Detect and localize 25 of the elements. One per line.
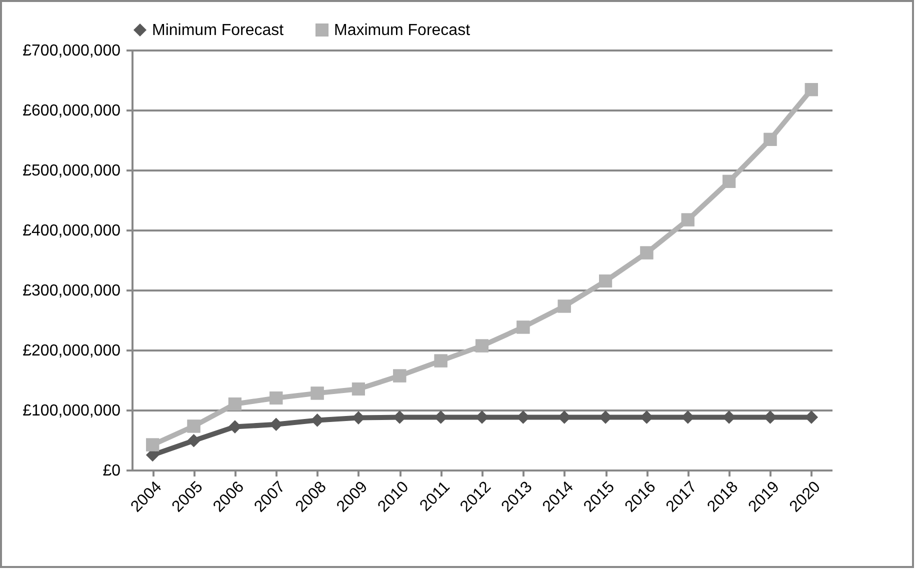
point — [310, 386, 324, 400]
point — [228, 420, 242, 434]
y-tick-label: £600,000,000 — [22, 102, 121, 120]
legend-label: Maximum Forecast — [334, 22, 471, 39]
y-tick-label: £0 — [102, 462, 121, 480]
point — [804, 83, 818, 96]
point — [681, 213, 694, 226]
y-tick-label: £400,000,000 — [22, 222, 121, 240]
y-tick-label: £500,000,000 — [22, 162, 121, 180]
point — [146, 438, 160, 452]
point — [558, 300, 571, 313]
point — [393, 369, 406, 382]
point — [722, 174, 736, 188]
point — [640, 246, 654, 260]
y-tick-label: £100,000,000 — [22, 402, 121, 420]
legend-label: Minimum Forecast — [152, 22, 284, 39]
y-tick-label: £300,000,000 — [22, 282, 121, 300]
y-tick-label: £200,000,000 — [22, 342, 121, 360]
point — [187, 434, 200, 448]
point — [434, 354, 448, 368]
point — [764, 132, 777, 146]
point — [270, 418, 283, 431]
y-tick-label: £700,000,000 — [22, 42, 121, 60]
point — [516, 320, 530, 334]
point — [187, 420, 200, 433]
